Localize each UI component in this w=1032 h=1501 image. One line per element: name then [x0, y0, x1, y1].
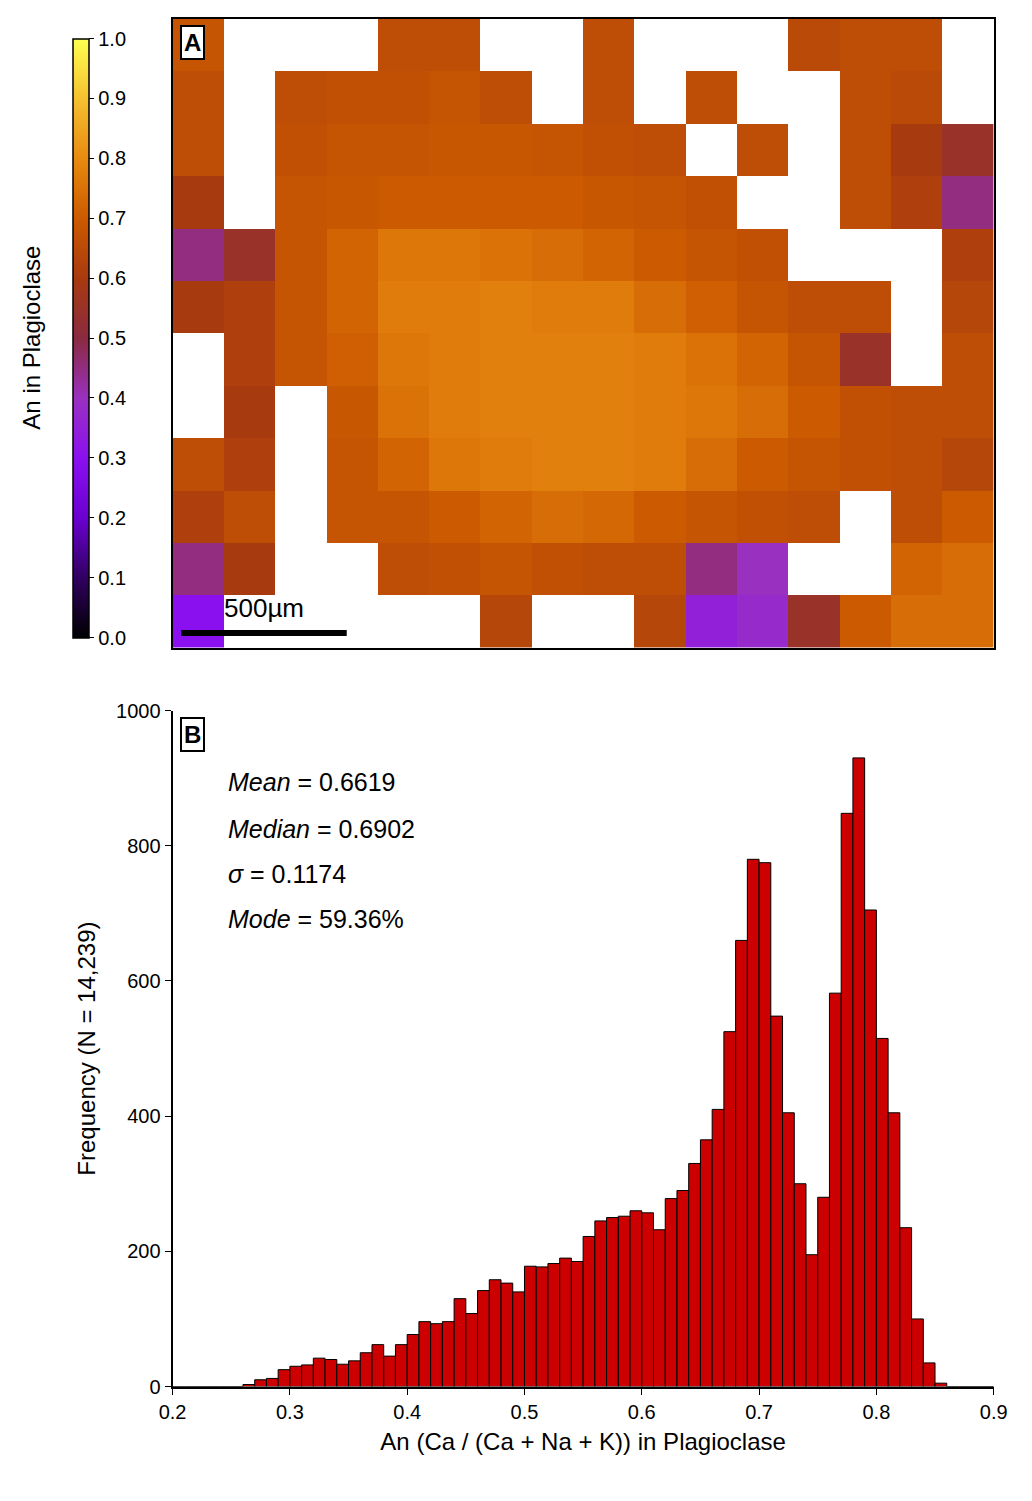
svg-text:800: 800	[127, 835, 160, 857]
svg-text:0.0: 0.0	[98, 627, 126, 649]
svg-text:0.4: 0.4	[393, 1401, 421, 1423]
svg-text:0.3: 0.3	[276, 1401, 304, 1423]
svg-text:0.5: 0.5	[511, 1401, 539, 1423]
svg-text:0: 0	[149, 1376, 160, 1398]
svg-text:0.7: 0.7	[745, 1401, 773, 1423]
svg-text:0.1: 0.1	[98, 567, 126, 589]
svg-text:600: 600	[127, 970, 160, 992]
svg-text:0.7: 0.7	[98, 207, 126, 229]
svg-text:Mode = 59.36%: Mode = 59.36%	[228, 905, 404, 933]
svg-text:B: B	[184, 721, 201, 748]
svg-text:0.4: 0.4	[98, 387, 126, 409]
svg-text:1.0: 1.0	[98, 28, 126, 50]
svg-text:0.3: 0.3	[98, 447, 126, 469]
svg-text:Mean = 0.6619: Mean = 0.6619	[228, 768, 396, 796]
svg-text:Frequency (N = 14,239): Frequency (N = 14,239)	[73, 921, 100, 1175]
svg-text:σ = 0.1174: σ = 0.1174	[228, 860, 346, 888]
svg-text:0.2: 0.2	[159, 1401, 187, 1423]
svg-text:An (Ca / (Ca + Na + K)) in Pla: An (Ca / (Ca + Na + K)) in Plagioclase	[380, 1428, 786, 1455]
svg-text:0.9: 0.9	[980, 1401, 1008, 1423]
svg-text:0.8: 0.8	[98, 147, 126, 169]
svg-text:0.5: 0.5	[98, 327, 126, 349]
svg-text:0.6: 0.6	[98, 267, 126, 289]
svg-text:0.2: 0.2	[98, 507, 126, 529]
svg-text:0.9: 0.9	[98, 87, 126, 109]
svg-text:0.6: 0.6	[628, 1401, 656, 1423]
svg-text:200: 200	[127, 1240, 160, 1262]
svg-text:400: 400	[127, 1105, 160, 1127]
svg-text:Median = 0.6902: Median = 0.6902	[228, 815, 415, 843]
svg-text:1000: 1000	[116, 700, 161, 722]
svg-text:An in Plagioclase: An in Plagioclase	[18, 246, 45, 430]
svg-text:0.8: 0.8	[862, 1401, 890, 1423]
svg-text:500µm: 500µm	[224, 593, 304, 623]
svg-text:A: A	[184, 29, 201, 56]
